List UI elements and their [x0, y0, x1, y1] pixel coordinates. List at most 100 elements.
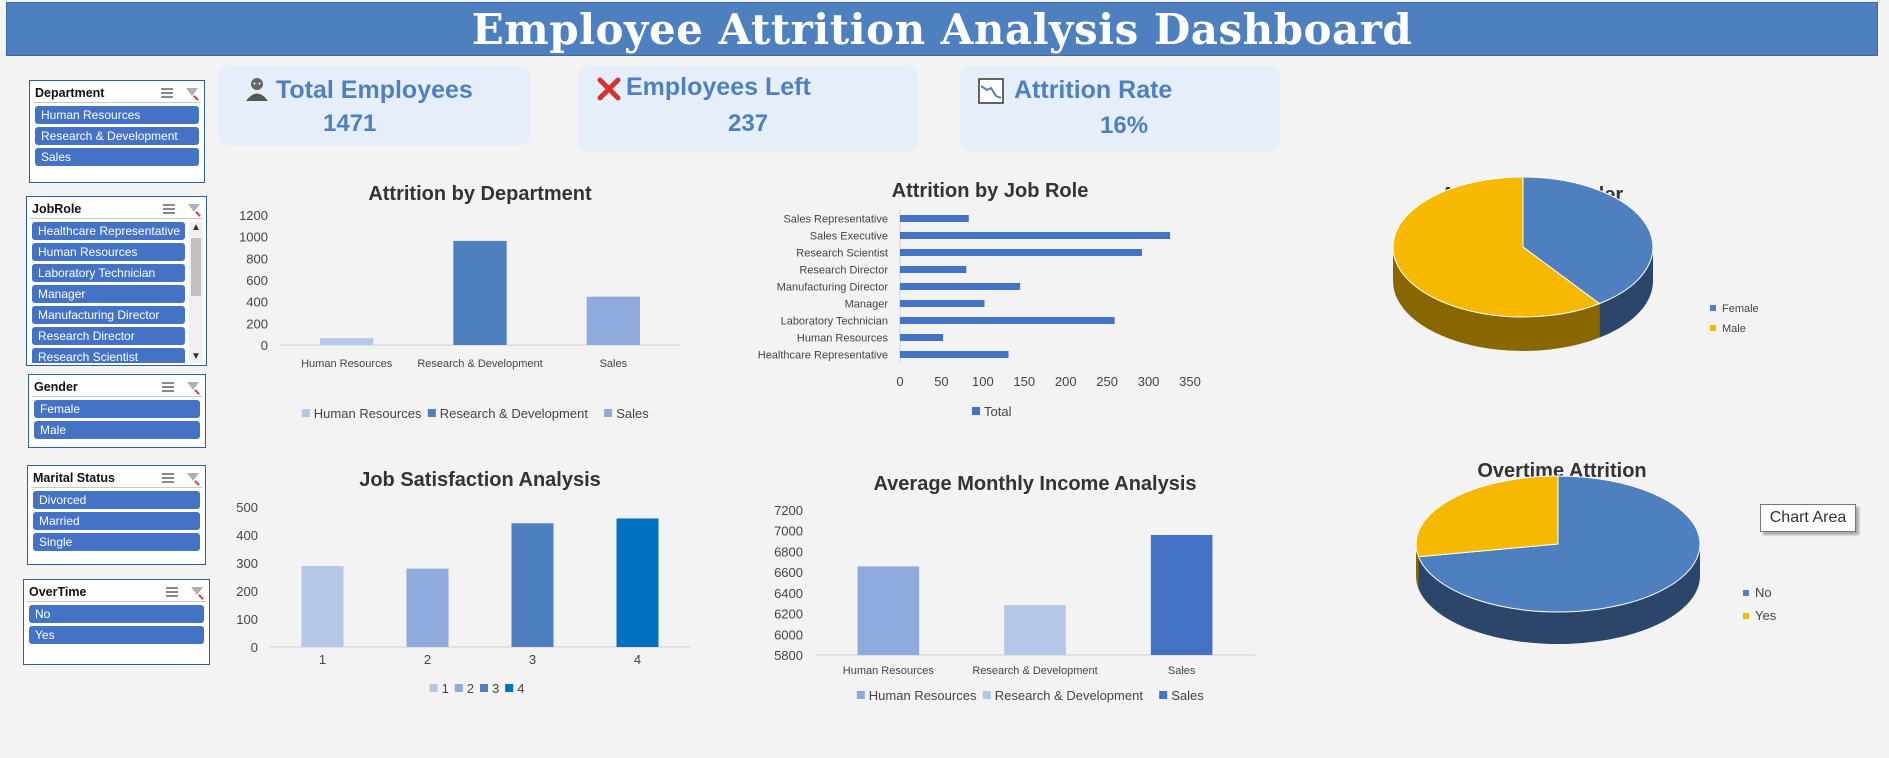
pie-slice-no: [1417, 475, 1701, 613]
legend-label: 4: [517, 681, 524, 696]
pie-slice-female: [1522, 176, 1654, 305]
scroll-thumb[interactable]: [191, 238, 201, 296]
chart-average-monthly-income[interactable]: Average Monthly Income Analysis 5800 6000 6…: [760, 460, 1260, 710]
kpi-title: Attrition Rate: [1014, 76, 1173, 104]
slicer-title: Department: [35, 85, 105, 100]
slicer-item-human-resources[interactable]: Human Resources: [32, 243, 185, 261]
slicer-item-female[interactable]: Female: [34, 400, 200, 418]
y-tick-label: 0: [251, 640, 258, 655]
slicer-item-manager[interactable]: Manager: [32, 285, 185, 303]
slicer-item-research-director[interactable]: Research Director: [32, 327, 185, 345]
x-tick-label: 50: [934, 374, 948, 389]
y-tick-label: 500: [236, 500, 258, 515]
slicer-title: OverTime: [29, 584, 87, 599]
slicer-header: OverTime: [27, 582, 206, 602]
clear-filter-icon[interactable]: [187, 203, 201, 215]
marital-status-slicer[interactable]: Marital Status Divorced Married Single: [27, 465, 206, 565]
slicer-item-married[interactable]: Married: [33, 512, 200, 530]
slicer-item-healthcare-representative[interactable]: Healthcare Representative: [32, 222, 185, 240]
slicer-item-male[interactable]: Male: [34, 421, 200, 439]
slicer-item-single[interactable]: Single: [33, 533, 200, 551]
multi-select-icon[interactable]: [162, 472, 176, 484]
clear-filter-icon[interactable]: [186, 472, 200, 484]
legend-swatch: [301, 409, 310, 417]
y-tick-label: 1000: [239, 230, 268, 245]
slicer-item-human-resources[interactable]: Human Resources: [35, 106, 199, 124]
multi-select-icon[interactable]: [161, 87, 175, 99]
slicer-item-yes[interactable]: Yes: [29, 626, 204, 644]
bar-research-development: [453, 240, 507, 345]
chart-job-satisfaction[interactable]: Job Satisfaction Analysis 0 100 200 300 400 50…: [230, 457, 700, 702]
legend-swatch: [427, 409, 436, 417]
bar-sales-executive: [900, 232, 1171, 239]
kpi-title: Employees Left: [626, 73, 811, 101]
slicer-item-divorced[interactable]: Divorced: [33, 491, 200, 509]
chart-title: Attrition by Department: [368, 183, 592, 205]
kpi-title: Total Employees: [276, 76, 473, 104]
clear-filter-icon[interactable]: [186, 381, 200, 393]
slicer-item-laboratory-technician[interactable]: Laboratory Technician: [32, 264, 185, 282]
bar-human-resources: [320, 338, 374, 345]
legend-label: Yes: [1755, 608, 1777, 623]
x-tick-label: 2: [424, 652, 431, 667]
x-tick-label: 150: [1013, 374, 1035, 389]
x-tick-label: 250: [1096, 374, 1118, 389]
chart-overtime-attrition[interactable]: Overtime Attrition No Yes: [1370, 452, 1780, 687]
legend-label: Human Resources: [869, 688, 977, 703]
legend-swatch: [604, 409, 613, 417]
y-tick-label: Research Scientist: [796, 248, 888, 260]
clear-filter-icon[interactable]: [190, 586, 204, 598]
overtime-slicer[interactable]: OverTime No Yes: [23, 579, 210, 665]
y-tick-label: Human Resources: [797, 333, 889, 345]
department-slicer[interactable]: Department Human Resources Research & De…: [29, 80, 205, 183]
bar-1: [301, 566, 344, 647]
y-tick-label: 800: [246, 251, 268, 266]
y-tick-label: Manager: [845, 299, 889, 311]
jobrole-slicer[interactable]: JobRole Healthcare Representative Human …: [26, 196, 207, 366]
slicer-title: Marital Status: [33, 470, 115, 485]
scroll-down-icon[interactable]: ▼: [191, 351, 201, 362]
bar-healthcare-representative: [900, 351, 1009, 358]
clear-filter-icon[interactable]: [185, 87, 199, 99]
gender-slicer[interactable]: Gender Female Male: [28, 374, 206, 448]
legend-swatch: [480, 684, 488, 692]
line-chart-icon: [978, 78, 1004, 104]
multi-select-icon[interactable]: [163, 203, 177, 215]
legend-label: 1: [442, 681, 449, 696]
chart-attrition-by-job-role[interactable]: Attrition by Job Role Sales Representativ…: [740, 170, 1220, 425]
kpi-value: 237: [728, 110, 769, 137]
legend-label: Research & Development: [995, 688, 1144, 703]
bar-research-director: [900, 266, 967, 273]
y-tick-label: Research Director: [799, 265, 888, 277]
legend-swatch: [972, 407, 980, 415]
legend-swatch: [1743, 613, 1749, 619]
chart-attrition-by-department[interactable]: Attrition by Department 0 200 400 600 800 1000…: [230, 170, 700, 435]
multi-select-icon[interactable]: [166, 586, 180, 598]
bar-laboratory-technician: [900, 317, 1115, 324]
legend-label: 3: [492, 681, 499, 696]
bar-sales-representative: [900, 215, 969, 222]
y-tick-label: 6600: [774, 565, 803, 580]
bar-research-scientist: [900, 249, 1142, 256]
multi-select-icon[interactable]: [162, 381, 176, 393]
slicer-item-manufacturing-director[interactable]: Manufacturing Director: [32, 306, 185, 324]
slicer-item-no[interactable]: No: [29, 605, 204, 623]
red-x-icon: [597, 77, 621, 101]
y-tick-label: 7200: [774, 503, 803, 518]
scroll-up-icon[interactable]: ▲: [191, 222, 201, 233]
person-icon: [246, 78, 268, 101]
x-tick-label: 300: [1138, 374, 1160, 389]
legend-swatch: [1710, 325, 1716, 331]
chart-title: Attrition by Job Role: [892, 180, 1089, 202]
slicer-item-research-scientist[interactable]: Research Scientist: [32, 348, 185, 363]
y-tick-label: 7000: [774, 524, 803, 539]
slicer-item-sales[interactable]: Sales: [35, 148, 199, 166]
y-tick-label: 200: [246, 316, 268, 331]
slicer-item-research-development[interactable]: Research & Development: [35, 127, 199, 145]
slicer-scrollbar[interactable]: ▲ ▼: [189, 222, 203, 363]
x-tick-label: 350: [1179, 374, 1201, 389]
y-tick-label: Sales Representative: [783, 214, 888, 226]
legend-label: Sales: [616, 406, 649, 421]
y-tick-label: 300: [236, 556, 258, 571]
